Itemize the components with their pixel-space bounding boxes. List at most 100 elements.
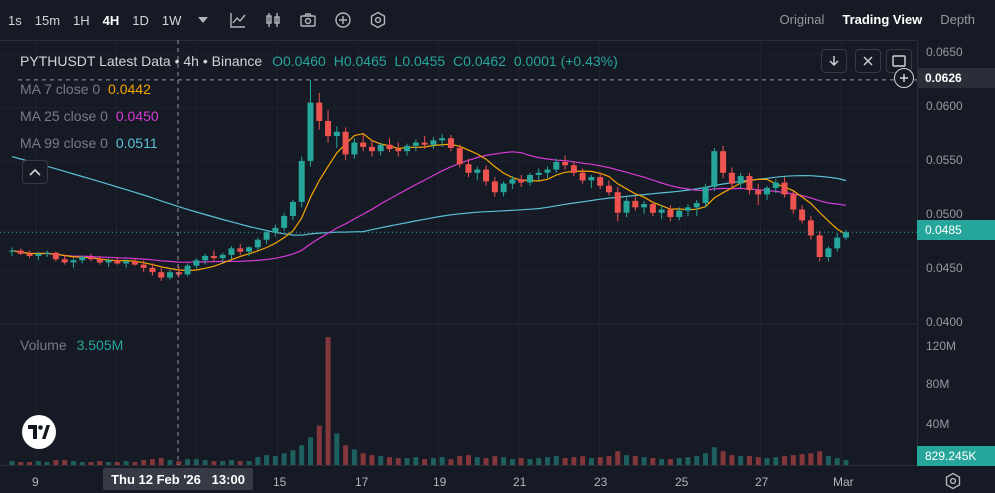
- candle-body: [430, 140, 437, 145]
- volume-bar: [44, 462, 50, 465]
- candle-body: [667, 209, 674, 218]
- candle-body: [368, 146, 375, 152]
- candle-body: [579, 172, 586, 181]
- volume-bar: [325, 337, 331, 465]
- volume-bar: [79, 462, 85, 465]
- volume-bar: [711, 447, 717, 465]
- candle-type-icon[interactable]: [264, 11, 282, 29]
- price-tick: 0.0500: [926, 207, 963, 221]
- tab-depth[interactable]: Depth: [940, 12, 975, 27]
- candle-body: [219, 254, 226, 259]
- candle-body: [825, 248, 832, 258]
- tab-trading-view[interactable]: Trading View: [842, 12, 923, 27]
- candle-body: [597, 177, 604, 186]
- plus-icon: [900, 74, 908, 82]
- price-tick: 0.0450: [926, 261, 963, 275]
- candle-body: [781, 182, 788, 195]
- timeframe-1d[interactable]: 1D: [132, 12, 149, 28]
- timeframe-15m[interactable]: 15m: [34, 12, 61, 28]
- volume-bar: [527, 459, 533, 465]
- timeframe-1s[interactable]: 1s: [8, 12, 22, 28]
- volume-bar: [799, 454, 805, 465]
- candle-body: [588, 177, 595, 181]
- candle-body: [728, 172, 735, 184]
- price-axis[interactable]: [917, 40, 995, 465]
- volume-bar: [167, 460, 173, 465]
- volume-bar: [703, 453, 709, 465]
- volume-bar: [501, 457, 507, 465]
- volume-bar: [439, 457, 445, 465]
- gear-icon[interactable]: [944, 472, 962, 490]
- candle-body: [61, 259, 68, 263]
- candle-body: [500, 183, 507, 193]
- candle-body: [465, 164, 472, 173]
- add-alert-button[interactable]: [894, 68, 914, 88]
- timeframe-4h[interactable]: 4H: [102, 12, 120, 28]
- candle-body: [158, 272, 165, 278]
- candle-body: [755, 190, 762, 195]
- volume-bar: [483, 458, 489, 465]
- candle-body: [843, 232, 849, 238]
- volume-bar: [632, 456, 638, 465]
- volume-tick: 120M: [926, 339, 957, 353]
- volume-bar: [545, 457, 551, 465]
- volume-bar: [9, 461, 15, 465]
- candle-body: [289, 201, 296, 216]
- candle-body: [333, 131, 340, 137]
- settings-hexagon-icon[interactable]: [369, 11, 387, 29]
- ma7-legend: MA 7 close 0 0.0442: [20, 81, 151, 97]
- timeframe-1w[interactable]: 1W: [161, 12, 182, 28]
- arrow-down-icon: [829, 56, 839, 66]
- volume-bar: [343, 445, 349, 465]
- close-button[interactable]: [855, 49, 881, 73]
- candle-body: [105, 260, 112, 263]
- volume-bar: [466, 455, 472, 465]
- candle-body: [720, 151, 727, 173]
- chevron-up-icon: [29, 168, 41, 176]
- price-tick: 0.0400: [926, 315, 963, 329]
- volume-bar: [650, 458, 656, 465]
- volume-bar: [729, 455, 735, 465]
- candle-body: [614, 192, 621, 213]
- volume-bar: [237, 461, 243, 465]
- volume-bar: [369, 455, 375, 465]
- symbol-title: PYTHUSDT Latest Data • 4h • Binance: [20, 53, 263, 69]
- volume-bar: [264, 455, 270, 465]
- collapse-legend-button[interactable]: [22, 160, 48, 184]
- timeframe-1h[interactable]: 1H: [73, 12, 90, 28]
- candle-body: [658, 209, 665, 213]
- volume-bar: [35, 461, 41, 465]
- time-axis[interactable]: 9 15 17 19 21 23 25 27 Mar: [0, 465, 917, 493]
- last-price: 0.0485: [925, 223, 962, 237]
- indicator-chart-icon[interactable]: [229, 11, 247, 29]
- candle-body: [684, 207, 691, 211]
- ma7-value: 0.0442: [108, 81, 151, 97]
- chart-toolbar: 1s 15m 1H 4H 1D 1W Original Trading View…: [0, 0, 995, 40]
- tradingview-logo[interactable]: [22, 415, 56, 449]
- candle-body: [456, 147, 463, 165]
- candle-body: [518, 179, 525, 183]
- volume-bar: [457, 456, 463, 465]
- volume-bar: [720, 451, 726, 465]
- add-indicator-icon[interactable]: [334, 11, 352, 29]
- volume-bars: [9, 337, 849, 465]
- volume-bar: [641, 457, 647, 465]
- candle-body: [342, 131, 349, 155]
- candle-body: [649, 204, 656, 213]
- volume-bar: [738, 456, 744, 465]
- volume-legend: Volume 3.505M: [20, 337, 123, 353]
- candle-body: [202, 255, 209, 261]
- camera-icon[interactable]: [299, 11, 317, 29]
- timeframe-dropdown-icon[interactable]: [194, 11, 212, 29]
- download-button[interactable]: [821, 49, 847, 73]
- volume-bar: [808, 453, 814, 465]
- symbol-legend: PYTHUSDT Latest Data • 4h • Binance O0.0…: [20, 53, 618, 69]
- volume-bar: [404, 458, 410, 465]
- candle-body: [386, 144, 393, 150]
- candle-body: [44, 252, 51, 254]
- tab-original[interactable]: Original: [779, 12, 825, 27]
- price-chart[interactable]: [0, 40, 917, 465]
- volume-bar: [834, 458, 840, 465]
- volume-bar: [316, 425, 322, 465]
- volume-bar: [448, 459, 454, 465]
